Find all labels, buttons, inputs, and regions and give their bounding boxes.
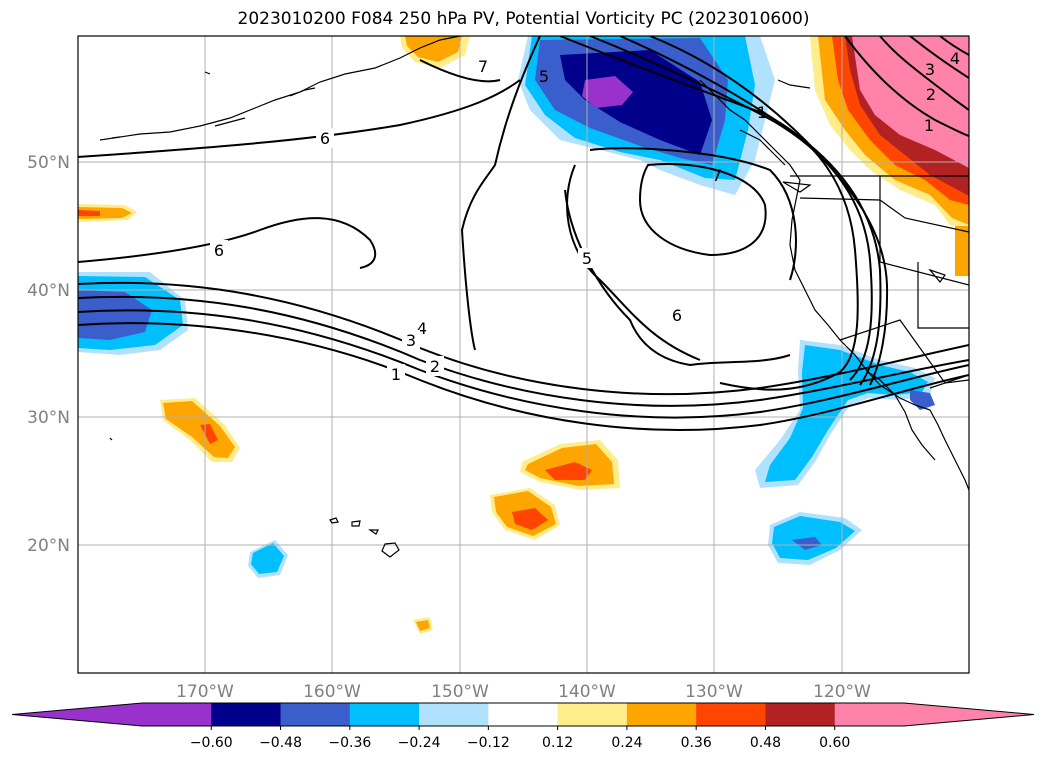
contour-label: 5 [539,67,549,86]
contour-label: 7 [478,57,488,76]
colorbar-bin [557,703,628,726]
colorbar [11,702,1035,727]
colorbar-tick-label: 0.48 [750,735,781,751]
colorbar-ticks: −0.60 −0.48 −0.36 −0.24 −0.12 0.12 0.24 0.36 0.4… [190,726,850,751]
colorbar-tick-label: 0.36 [681,735,712,751]
contour-label: 6 [214,241,224,260]
contour-label: 3 [406,331,416,350]
colorbar-bin [142,703,212,726]
colorbar-extend-high [904,703,1034,726]
colorbar-tick-label: −0.48 [259,735,302,751]
colorbar-extend-low [12,703,142,726]
contour-label: 1 [757,103,767,122]
contour-label: 5 [582,249,592,268]
contour-label: 2 [430,357,440,376]
colorbar-bin [834,703,905,726]
lon-label-120w: 120°W [813,682,871,702]
map-area: 7 5 6 6 4 3 2 1 5 6 7 1 1 2 3 4 [78,36,969,673]
contour-label: 6 [320,129,330,148]
contour-label: 1 [391,365,401,384]
colorbar-outline [11,702,1035,727]
negative-anomaly-125w [768,512,862,565]
lon-label-130w: 130°W [685,682,743,702]
contour-label: 4 [417,319,427,338]
colorbar-bin [488,703,559,726]
positive-anomaly-west-strip [78,204,137,222]
colorbar-tick-label: −0.60 [190,735,233,751]
lon-label-160w: 160°W [303,682,361,702]
lat-label-50n: 50°N [27,153,70,173]
longitude-axis: 170°W 160°W 150°W 140°W 130°W 120°W [176,682,871,702]
positive-anomaly-140w [520,440,620,490]
lat-label-30n: 30°N [27,408,70,428]
colorbar-tick-label: −0.12 [467,735,510,751]
contour-label: 7 [712,166,722,185]
map-border [77,35,970,674]
map-title: 2023010200 F084 250 hPa PV, Potential Vo… [237,9,810,29]
positive-anomaly-alaska [400,36,470,68]
lon-label-150w: 150°W [431,682,489,702]
colorbar-bin [419,703,489,726]
lat-label-20n: 20°N [27,536,70,556]
colorbar-tick-label: 0.60 [819,735,850,751]
positive-anomaly-145w [490,488,560,540]
contour-label: 6 [672,306,682,325]
colorbar-bin [349,703,420,726]
lon-label-140w: 140°W [558,682,616,702]
positive-anomaly-small-south [413,617,433,634]
contour-label: 3 [925,60,935,79]
positive-anomaly-northeast [810,36,969,276]
hawaiian-islands [109,437,400,558]
negative-anomaly-west [78,272,188,355]
colorbar-bin [211,703,282,726]
contour-labels: 7 5 6 6 4 3 2 1 5 6 7 1 1 2 3 4 [210,49,960,384]
colorbar-bin [696,703,766,726]
colorbar-bin [280,703,351,726]
lon-label-170w: 170°W [176,682,234,702]
colorbar-bin [765,703,836,726]
colorbar-tick-label: 0.24 [611,735,642,751]
contour-label: 4 [950,49,960,68]
contour-label: 2 [926,85,936,104]
colorbar-tick-label: −0.36 [328,735,371,751]
colorbar-bin [626,703,697,726]
colorbar-tick-label: 0.12 [542,735,573,751]
contour-label: 1 [924,116,934,135]
latitude-axis: 50°N 40°N 30°N 20°N [27,153,70,556]
negative-anomaly-165w [248,540,288,578]
lat-label-40n: 40°N [27,281,70,301]
colorbar-tick-label: −0.24 [398,735,441,751]
pv-contours [78,36,969,431]
